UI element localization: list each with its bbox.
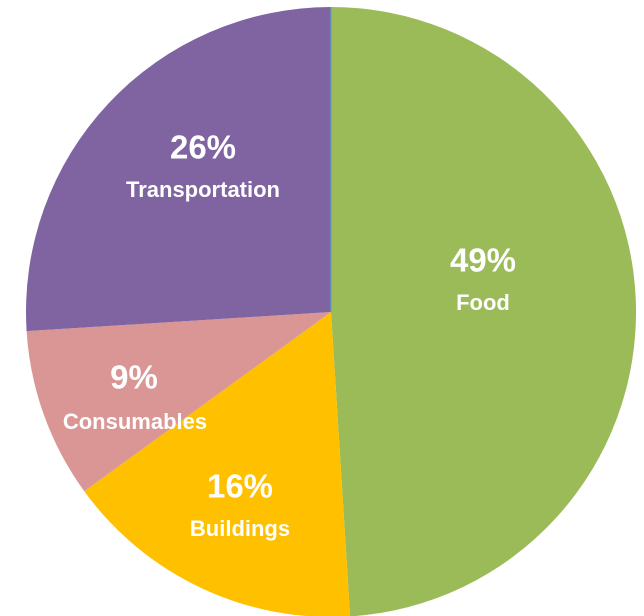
pie-slices bbox=[25, 7, 637, 616]
data-label-category-transportation: Transportation bbox=[126, 177, 280, 202]
data-label-percent-transportation: 26% bbox=[170, 129, 236, 166]
data-labels: 49% Food 16% Buildings 9% Consumables 26% Trans… bbox=[63, 129, 516, 541]
pie-slice-buildings bbox=[84, 312, 351, 616]
pie-slice-transportation bbox=[25, 7, 332, 332]
data-label-category-consumables: Consumables bbox=[63, 409, 207, 434]
data-label-percent-food: 49% bbox=[450, 242, 516, 279]
data-label-percent-buildings: 16% bbox=[207, 468, 273, 505]
pie-slice-consumables bbox=[26, 312, 331, 492]
data-label-category-buildings: Buildings bbox=[190, 516, 290, 541]
data-label-category-food: Food bbox=[456, 290, 510, 315]
pie-slice-food bbox=[331, 7, 637, 616]
data-label-percent-consumables: 9% bbox=[110, 359, 158, 396]
